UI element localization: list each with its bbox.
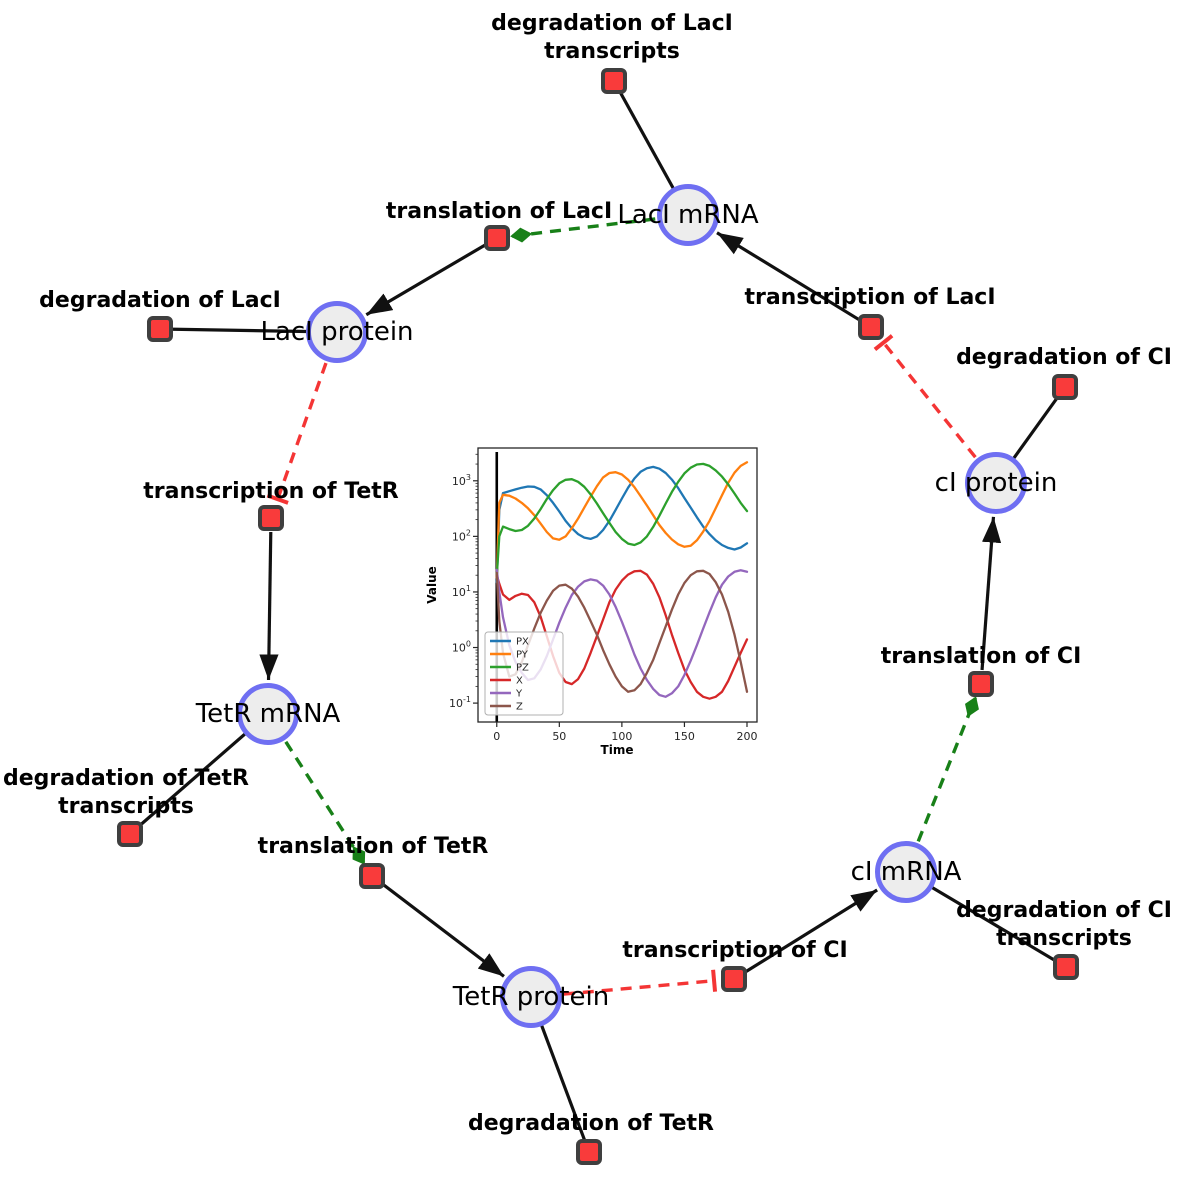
chart-spines bbox=[477, 447, 758, 723]
edge-reactant-ci-mrna-to-deg-ci-transcripts bbox=[905, 870, 1067, 969]
y-tick-label: 103 bbox=[452, 473, 471, 488]
x-tick-label: 150 bbox=[674, 730, 695, 743]
edge-product-translation-tetr-to-tetr-protein bbox=[382, 883, 505, 978]
species-label-laci-mrna: LacI mRNA bbox=[617, 200, 759, 230]
chart-ylabel: Value bbox=[425, 566, 439, 604]
edge-modifier-tetr-mrna-to-translation-tetr bbox=[284, 740, 366, 865]
reaction-node-deg-tetr-transcripts bbox=[117, 821, 143, 847]
species-label-ci-mrna: cI mRNA bbox=[850, 857, 962, 887]
y-tick-label: 102 bbox=[452, 528, 471, 543]
edge-modifier-laci-mrna-to-translation-laci bbox=[510, 217, 656, 243]
legend-label-PZ: PZ bbox=[516, 663, 529, 674]
chart-xlabel: Time bbox=[601, 743, 634, 757]
reaction-label-deg-tetr: degradation of TetR bbox=[467, 1111, 715, 1136]
reaction-node-transcription-laci bbox=[858, 314, 884, 340]
x-tick-label: 50 bbox=[552, 730, 566, 743]
chart-series-PZ bbox=[495, 462, 749, 577]
reaction-label-transcription-tetr: transcription of TetR bbox=[143, 479, 399, 504]
reaction-label-deg-ci-transcripts: degradation of CI transcripts bbox=[956, 898, 1172, 951]
y-tick-label: 10-1 bbox=[449, 695, 471, 710]
legend-label-X: X bbox=[516, 676, 523, 687]
reaction-node-transcription-ci bbox=[721, 966, 747, 992]
reaction-node-translation-tetr bbox=[359, 863, 385, 889]
legend-label-Z: Z bbox=[516, 702, 523, 713]
edge-product-transcription-ci-to-ci-mrna bbox=[745, 888, 878, 973]
reaction-label-deg-tetr-transcripts: degradation of TetR transcripts bbox=[2, 766, 250, 819]
reaction-label-translation-laci: translation of LacI bbox=[385, 199, 613, 224]
species-node-ci-protein bbox=[965, 452, 1027, 514]
chart-series-PX bbox=[495, 465, 749, 584]
legend-label-PY: PY bbox=[516, 650, 529, 661]
edge-product-translation-ci-to-ci-protein bbox=[980, 516, 1002, 671]
edge-inhibition-ci-protein-to-transcription-laci bbox=[882, 341, 977, 459]
inhibition-tbar-tetr-protein-to-transcription-ci bbox=[711, 969, 718, 992]
species-label-tetr-protein: TetR protein bbox=[452, 982, 610, 1012]
reaction-node-deg-ci bbox=[1052, 374, 1078, 400]
chart-series-X bbox=[495, 569, 749, 700]
edge-inhibition-laci-protein-to-transcription-tetr bbox=[276, 362, 328, 500]
y-tick-label: 101 bbox=[452, 584, 471, 599]
edge-inhibition-tetr-protein-to-transcription-ci bbox=[563, 979, 715, 996]
reaction-label-translation-tetr: translation of TetR bbox=[257, 834, 489, 859]
species-node-laci-mrna bbox=[657, 184, 719, 246]
chart-series-PY bbox=[495, 461, 749, 579]
edge-product-transcription-laci-to-laci-mrna bbox=[716, 231, 860, 322]
reaction-node-deg-laci bbox=[147, 316, 173, 342]
inhibition-tbar-ci-protein-to-transcription-laci bbox=[873, 334, 894, 352]
edge-modifier-ci-mrna-to-translation-ci bbox=[916, 696, 979, 842]
reaction-node-transcription-tetr bbox=[258, 505, 284, 531]
reaction-label-deg-ci: degradation of CI bbox=[956, 345, 1172, 370]
x-tick-label: 100 bbox=[611, 730, 632, 743]
reaction-node-translation-laci bbox=[484, 225, 510, 251]
species-label-ci-protein: cI protein bbox=[934, 468, 1058, 498]
reaction-label-deg-laci: degradation of LacI bbox=[39, 288, 281, 313]
edge-product-translation-laci-to-laci-protein bbox=[365, 243, 486, 317]
inhibition-tbar-laci-protein-to-transcription-tetr bbox=[266, 493, 289, 505]
reaction-label-transcription-ci: transcription of CI bbox=[622, 938, 848, 963]
species-node-tetr-protein bbox=[500, 966, 562, 1028]
reaction-node-deg-tetr bbox=[576, 1139, 602, 1165]
reaction-node-deg-ci-transcripts bbox=[1053, 954, 1079, 980]
y-tick-label: 100 bbox=[452, 640, 471, 655]
species-node-ci-mrna bbox=[875, 841, 937, 903]
legend-label-Y: Y bbox=[515, 689, 523, 700]
legend-label-PX: PX bbox=[516, 637, 529, 648]
reaction-label-deg-laci-transcripts: degradation of LacI transcripts bbox=[491, 11, 733, 64]
species-label-laci-protein: LacI protein bbox=[260, 317, 414, 347]
reaction-label-translation-ci: translation of CI bbox=[880, 644, 1082, 669]
x-tick-label: 0 bbox=[493, 730, 500, 743]
reaction-node-deg-laci-transcripts bbox=[601, 68, 627, 94]
reaction-label-transcription-laci: transcription of LacI bbox=[744, 285, 996, 310]
edge-product-transcription-tetr-to-tetr-mrna bbox=[259, 531, 279, 681]
x-tick-label: 200 bbox=[736, 730, 757, 743]
species-label-tetr-mrna: TetR mRNA bbox=[195, 699, 341, 729]
reaction-node-translation-ci bbox=[968, 671, 994, 697]
species-node-laci-protein bbox=[306, 301, 368, 363]
inset-chart: 10-1 100 101 102 103 0 50 100 150 200 PX PY PZ XYZ Ti… bbox=[425, 447, 758, 757]
species-node-tetr-mrna bbox=[237, 683, 299, 745]
chart-series-Z bbox=[495, 569, 749, 693]
